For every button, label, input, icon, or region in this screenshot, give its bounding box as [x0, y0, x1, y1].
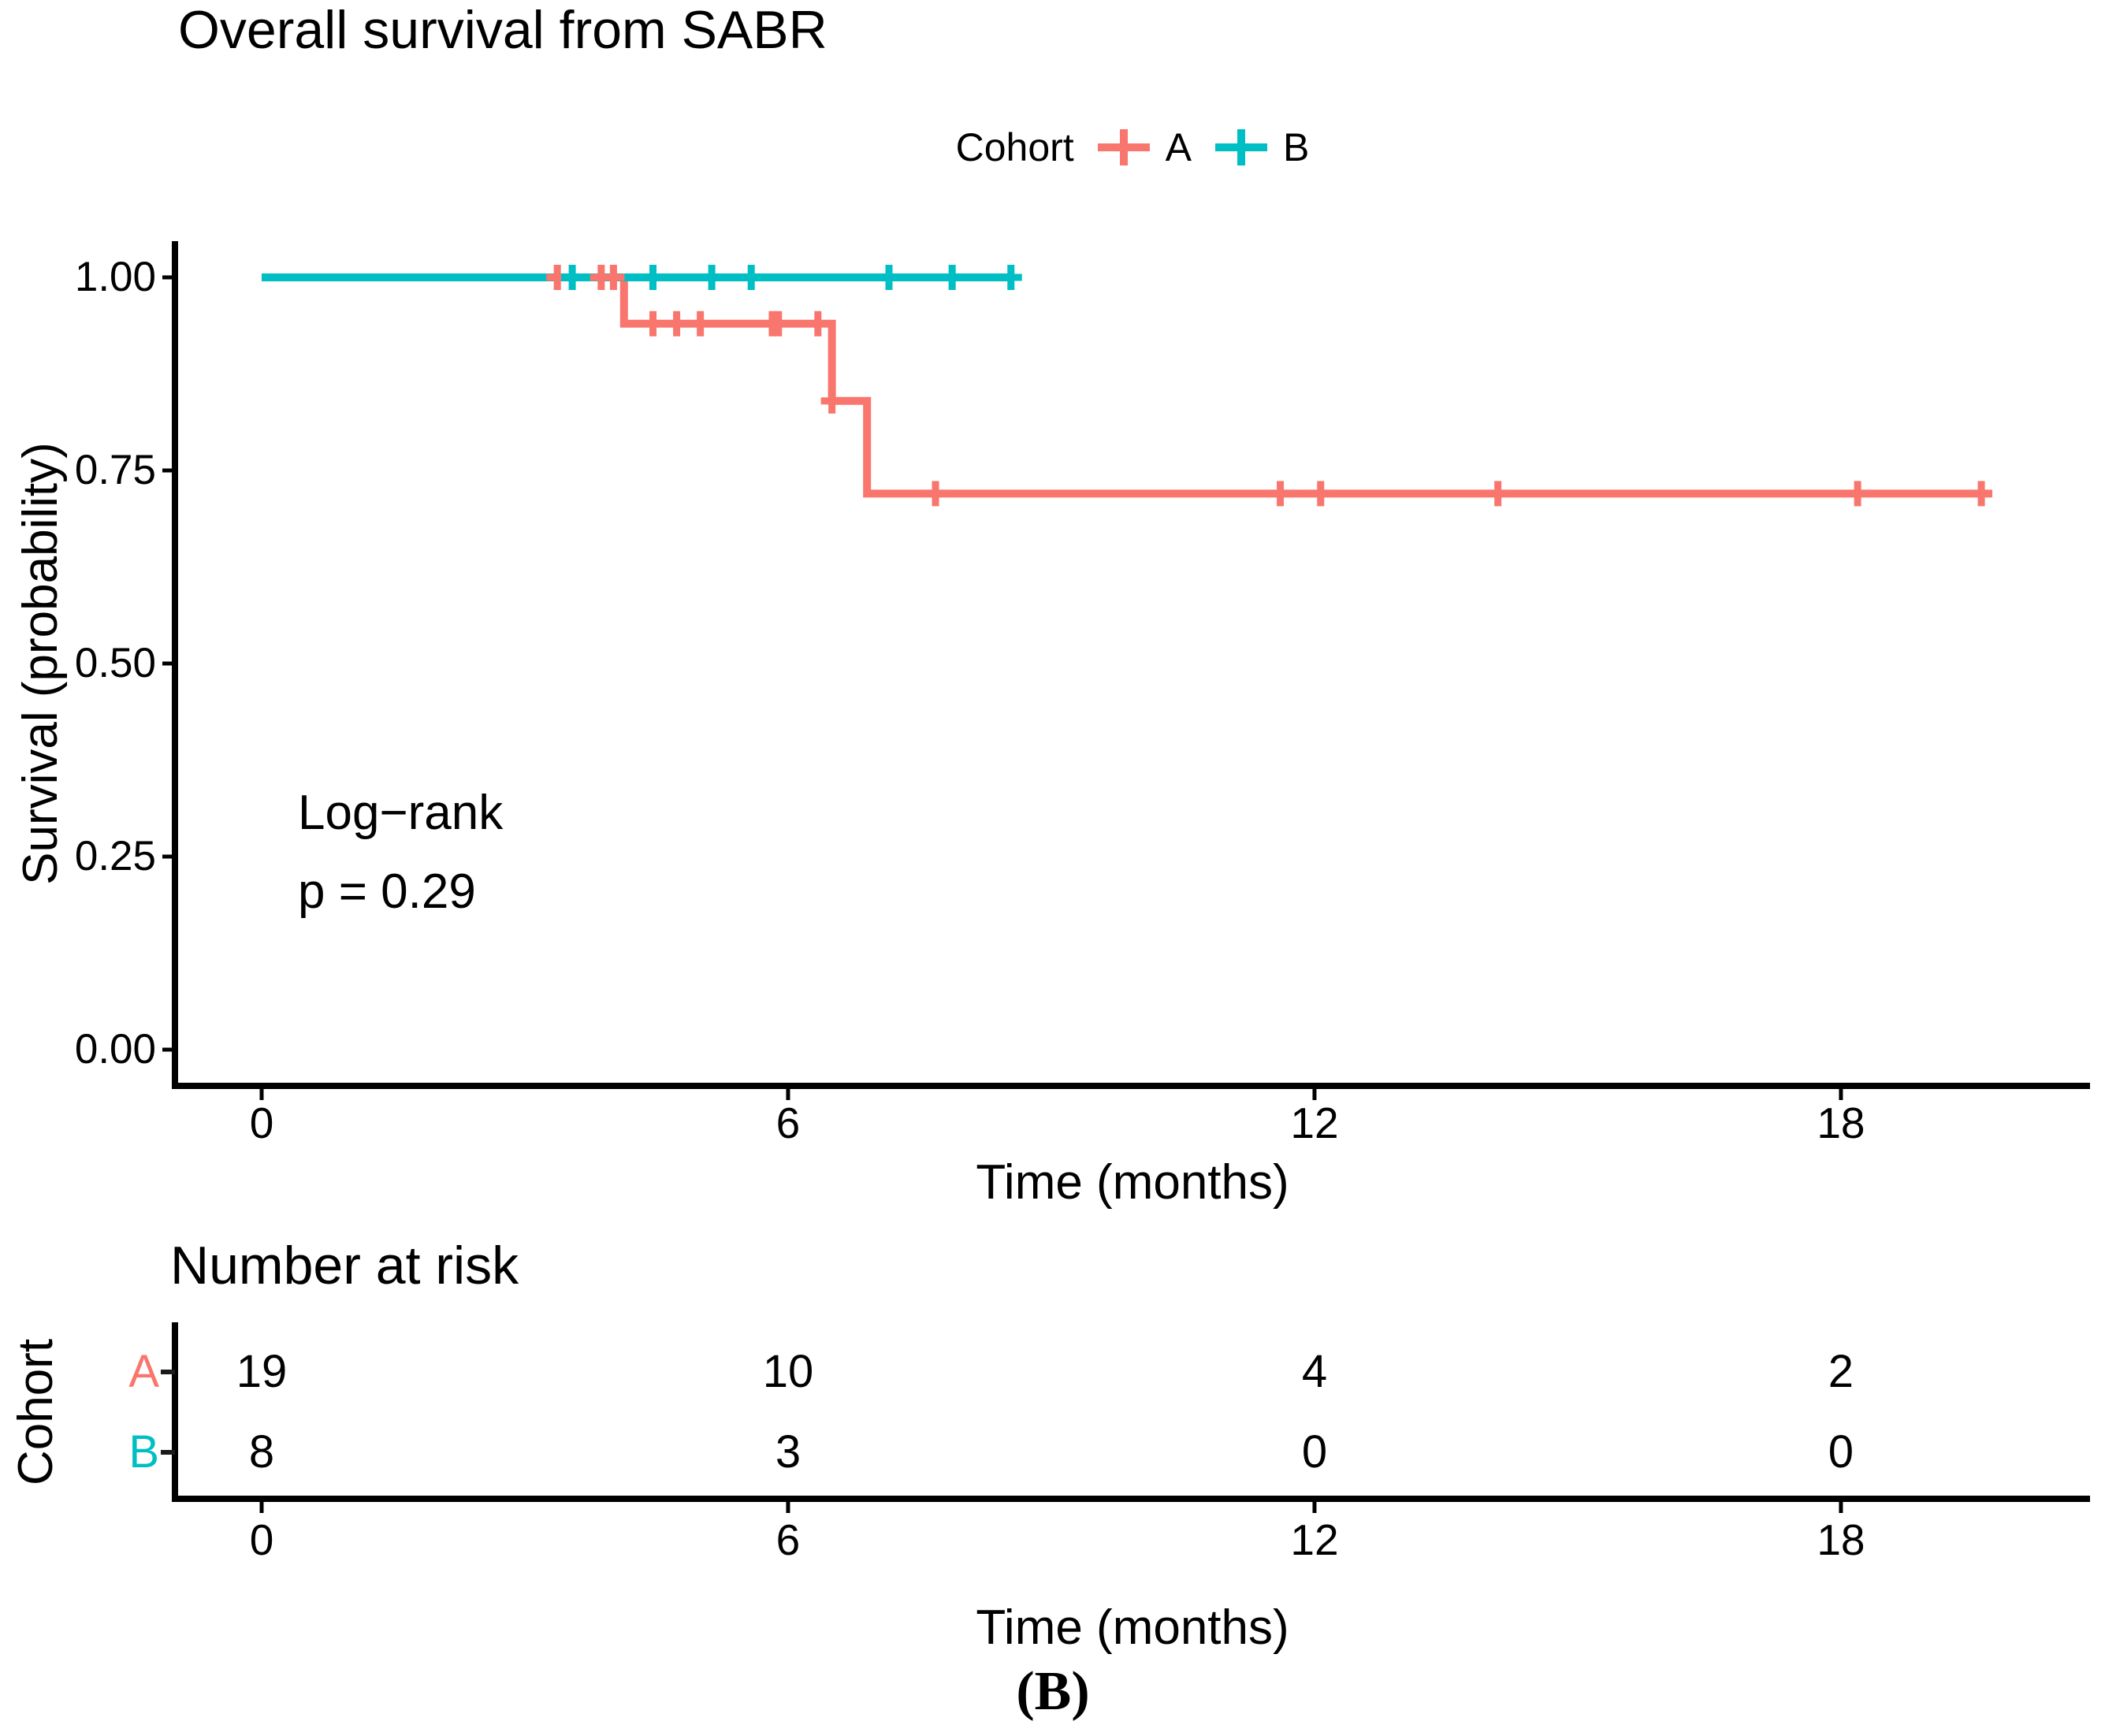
y-tick-label: 0.50 — [74, 640, 156, 686]
legend-key-icon — [1097, 129, 1150, 165]
risk-count: 10 — [762, 1346, 814, 1397]
risk-count: 4 — [1301, 1346, 1328, 1397]
censor-mark-B — [561, 273, 584, 281]
risk-x-tick-label: 12 — [1290, 1515, 1339, 1564]
risk-x-tick-label: 6 — [775, 1515, 801, 1564]
x-tick-label: 6 — [775, 1098, 801, 1147]
censor-mark-A — [589, 273, 612, 281]
legend-item-A: A — [1097, 125, 1192, 170]
risk-row-label-B: B — [128, 1426, 159, 1478]
y-tick-label: 1.00 — [74, 254, 156, 300]
legend-item-B: B — [1215, 125, 1309, 170]
figure-caption: (B) — [1016, 1661, 1090, 1722]
pvalue-label: p = 0.29 — [298, 864, 476, 919]
censor-mark-A — [767, 320, 790, 328]
censor-mark-B — [941, 273, 964, 281]
censor-mark-A — [546, 273, 569, 281]
censor-mark-A — [1309, 489, 1332, 497]
risk-count: 19 — [236, 1346, 288, 1397]
risk-count: 8 — [248, 1426, 275, 1478]
y-tick-label: 0.75 — [74, 447, 156, 493]
risk-x-tick-label: 0 — [249, 1515, 274, 1564]
risk-row-label-A: A — [128, 1346, 159, 1397]
risk-y-axis-title: Cohort — [9, 1338, 63, 1486]
risk-count: 0 — [1828, 1426, 1854, 1478]
x-tick-label: 18 — [1817, 1098, 1865, 1147]
risk-count: 2 — [1828, 1346, 1854, 1397]
logrank-label: Log−rank — [298, 786, 504, 840]
censor-mark-A — [602, 273, 625, 281]
censor-mark-A — [1970, 489, 1993, 497]
y-tick-label: 0.25 — [74, 833, 156, 879]
censor-mark-A — [924, 489, 947, 497]
page-title: Overall survival from SABR — [178, 0, 827, 60]
censor-mark-A — [642, 320, 664, 328]
risk-count: 0 — [1301, 1426, 1328, 1478]
risk-count: 3 — [775, 1426, 801, 1478]
censor-mark-B — [999, 273, 1022, 281]
legend-item-label: A — [1165, 125, 1192, 169]
censor-mark-A — [665, 320, 688, 328]
censor-mark-B — [740, 273, 763, 281]
censor-mark-A — [1269, 489, 1292, 497]
x-axis-title-main: Time (months) — [976, 1155, 1289, 1210]
legend-key-icon — [1215, 129, 1268, 165]
legend-item-label: B — [1283, 125, 1310, 169]
censor-mark-B — [642, 273, 664, 281]
censor-mark-A — [1486, 489, 1509, 497]
censor-mark-A — [806, 320, 829, 328]
risk-table-title: Number at risk — [170, 1236, 519, 1295]
censor-mark-B — [701, 273, 723, 281]
survival-curve-A — [262, 273, 1992, 498]
censor-mark-A — [689, 320, 712, 328]
legend-title: Cohort — [955, 125, 1074, 169]
censor-mark-A — [820, 397, 843, 405]
censor-mark-B — [878, 273, 901, 281]
x-tick-label: 0 — [249, 1098, 274, 1147]
risk-x-tick-label: 18 — [1817, 1515, 1865, 1564]
x-axis-title-risk: Time (months) — [976, 1600, 1289, 1655]
y-tick-label: 0.00 — [74, 1026, 156, 1072]
x-tick-label: 12 — [1290, 1098, 1339, 1147]
censor-mark-A — [1847, 489, 1869, 497]
